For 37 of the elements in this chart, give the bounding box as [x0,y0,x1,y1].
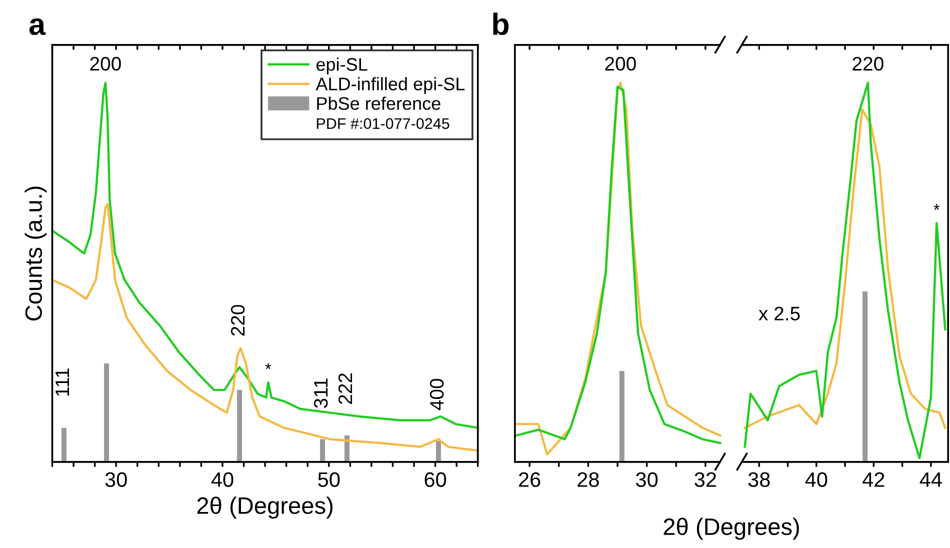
x-axis-title: 2θ (Degrees) [197,496,332,519]
x-tick-label: 26 [519,472,540,487]
x-tick-label: 30 [105,472,127,487]
legend-label: ALD-infilled epi-SL [316,77,465,94]
annotation: * [934,204,940,210]
bar [237,390,242,462]
bar [104,363,110,462]
text: b [493,12,509,36]
annotation: 220 [852,56,884,71]
annotation: 220 [230,304,245,336]
annotation: 311 [314,378,328,408]
annotation: 200 [605,56,636,71]
x-tick-label: 60 [424,472,446,487]
annotation: 111 [56,368,69,396]
bar [436,441,441,462]
annotation: PDF #:01-077-0245 [316,118,450,129]
legend-label: epi-SL [316,58,368,74]
annotation: 200 [90,56,121,71]
annotation: 222 [338,373,352,404]
annotation: * [265,363,272,370]
x-axis-title: 2θ (Degrees) [664,518,799,540]
bar [320,439,326,462]
text: a [29,18,46,36]
x-tick-label: 40 [805,472,828,487]
x-tick-label: 38 [748,472,770,487]
x-tick-label: 28 [578,472,599,487]
y-axis-title: Counts (a.u.) [24,186,47,320]
x-tick-label: 42 [862,472,884,487]
x-tick-label: 50 [318,472,340,487]
bar [61,428,66,462]
x-tick-label: 32 [694,472,716,487]
x-tick-label: 30 [636,472,658,487]
x-tick-label: 40 [211,472,234,487]
x-tick-label: 44 [920,472,942,487]
annotation: x 2.5 [758,306,800,320]
legend-label: PbSe reference [317,96,440,110]
annotation: 400 [430,378,444,410]
